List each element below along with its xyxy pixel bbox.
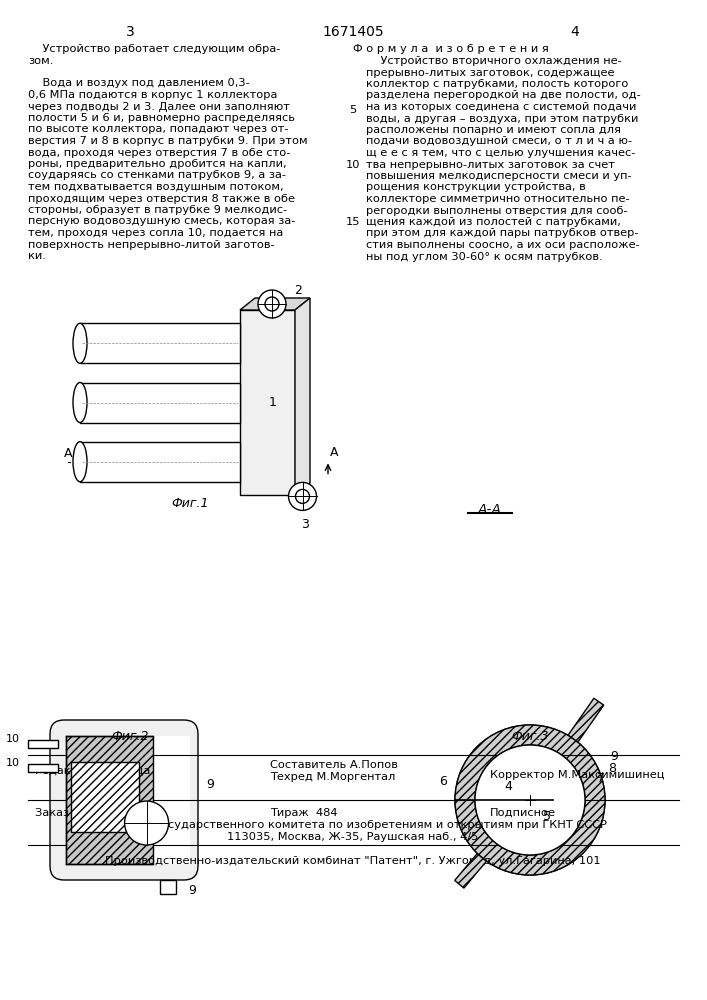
Text: ки.: ки. [28,251,46,261]
Text: 10: 10 [6,734,20,744]
Circle shape [258,290,286,318]
Text: Подписное: Подписное [490,808,556,818]
Text: 4: 4 [504,780,512,793]
Text: А: А [64,447,72,460]
Text: регородки выполнены отверстия для сооб-: регородки выполнены отверстия для сооб- [366,206,628,216]
Text: 3: 3 [302,518,310,531]
Text: Ф о р м у л а  и з о б р е т е н и я: Ф о р м у л а и з о б р е т е н и я [353,44,549,54]
Text: тем подхватывается воздушным потоком,: тем подхватывается воздушным потоком, [28,182,284,192]
FancyBboxPatch shape [50,720,198,880]
Text: Заказ  2789: Заказ 2789 [35,808,105,818]
Ellipse shape [73,442,87,482]
Polygon shape [240,298,310,310]
Bar [66,736,190,864]
Text: 3: 3 [126,25,134,39]
Text: зом.: зом. [28,55,53,66]
Text: верстия 7 и 8 в корпус в патрубки 9. При этом: верстия 7 и 8 в корпус в патрубки 9. При… [28,136,308,146]
Bar [66,736,153,864]
Text: вода, проходя через отверстия 7 в обе сто-: вода, проходя через отверстия 7 в обе ст… [28,147,291,157]
Text: 10: 10 [6,758,20,768]
Text: 9: 9 [206,778,214,790]
Polygon shape [295,298,310,495]
Text: тем, проходя через сопла 10, подается на: тем, проходя через сопла 10, подается на [28,228,284,238]
Bar [240,310,295,495]
Text: воды, а другая – воздуха, при этом патрубки: воды, а другая – воздуха, при этом патру… [366,113,638,123]
Text: ны под углом 30-60° к осям патрубков.: ны под углом 30-60° к осям патрубков. [366,251,602,261]
Text: 113035, Москва, Ж-35, Раушская наб., 4/5: 113035, Москва, Ж-35, Раушская наб., 4/5 [228,832,479,842]
Bar [80,382,240,422]
Bar [80,323,240,363]
Text: поверхность непрерывно-литой заготов-: поверхность непрерывно-литой заготов- [28,239,274,249]
Text: по высоте коллектора, попадают через от-: по высоте коллектора, попадают через от- [28,124,288,134]
Text: Тираж  484: Тираж 484 [270,808,337,818]
Text: Вода и воздух под давлением 0,3-: Вода и воздух под давлением 0,3- [28,79,250,89]
Circle shape [124,801,168,845]
Text: 1: 1 [269,396,276,409]
Text: расположены попарно и имеют сопла для: расположены попарно и имеют сопла для [366,125,621,135]
Text: Устройство работает следующим обра-: Устройство работает следующим обра- [28,44,281,54]
Text: щения каждой из полостей с патрубками,: щения каждой из полостей с патрубками, [366,217,621,227]
Text: Составитель А.Попов: Составитель А.Попов [270,760,398,770]
Text: 9: 9 [188,884,197,896]
Text: 5: 5 [349,105,356,115]
Text: при этом для каждой пары патрубков отвер-: при этом для каждой пары патрубков отвер… [366,229,638,238]
Text: 8: 8 [608,762,616,775]
Text: Фиг.3: Фиг.3 [511,730,549,743]
Text: коллекторе симметрично относительно пе-: коллекторе симметрично относительно пе- [366,194,630,204]
Text: соударяясь со стенками патрубков 9, а за-: соударяясь со стенками патрубков 9, а за… [28,170,286,180]
Text: коллектор с патрубками, полость которого: коллектор с патрубками, полость которого [366,79,629,89]
Circle shape [455,725,605,875]
Text: А: А [330,446,339,458]
Text: 15: 15 [346,217,361,227]
Text: стия выполнены соосно, а их оси расположе-: стия выполнены соосно, а их оси располож… [366,240,640,250]
Text: Редактор Н.Тупица: Редактор Н.Тупица [35,766,151,776]
Bar [28,764,58,772]
Text: А-А: А-А [478,503,502,517]
Ellipse shape [73,382,87,422]
Wedge shape [455,725,605,875]
Text: Устройство вторичного охлаждения не-: Устройство вторичного охлаждения не- [366,56,621,66]
Text: тва непрерывно-литых заготовок за счет: тва непрерывно-литых заготовок за счет [366,159,615,169]
Text: Техред М.Моргентал: Техред М.Моргентал [270,772,395,782]
Text: на из которых соединена с системой подачи: на из которых соединена с системой подач… [366,102,636,112]
Text: Корректор М.Максимишинец: Корректор М.Максимишинец [490,770,665,780]
Text: прерывно-литых заготовок, содержащее: прерывно-литых заготовок, содержащее [366,68,614,78]
Text: Фиг.1: Фиг.1 [171,497,209,510]
Text: разделена перегородкой на две полости, од-: разделена перегородкой на две полости, о… [366,91,641,101]
Text: подачи водовоздушной смеси, о т л и ч а ю-: подачи водовоздушной смеси, о т л и ч а … [366,136,632,146]
Text: стороны, образует в патрубке 9 мелкодис-: стороны, образует в патрубке 9 мелкодис- [28,205,287,215]
Text: щ е е с я тем, что с целью улучшения качес-: щ е е с я тем, что с целью улучшения кач… [366,148,636,158]
Text: роны, предварительно дробится на капли,: роны, предварительно дробится на капли, [28,159,286,169]
Bar [71,762,139,832]
Polygon shape [568,698,604,742]
Circle shape [475,745,585,855]
Text: 6: 6 [439,775,447,788]
Text: проходящим через отверстия 8 также в обе: проходящим через отверстия 8 также в обе [28,194,295,204]
Text: через подводы 2 и 3. Далее они заполняют: через подводы 2 и 3. Далее они заполняют [28,102,290,112]
Bar [28,740,58,748]
Text: рощения конструкции устройства, в: рощения конструкции устройства, в [366,182,586,192]
Text: 9: 9 [610,750,618,763]
Text: 7: 7 [597,772,605,785]
Text: 10: 10 [346,160,361,170]
Text: 0,6 МПа подаются в корпус 1 коллектора: 0,6 МПа подаются в корпус 1 коллектора [28,90,277,100]
Text: Производственно-издательский комбинат "Патент", г. Ужгород, ул.Гагарина, 101: Производственно-издательский комбинат "П… [105,856,601,866]
Text: 2: 2 [294,284,302,296]
Circle shape [288,482,317,510]
Bar [160,880,177,894]
Polygon shape [455,854,486,888]
Text: 4: 4 [571,25,579,39]
Text: повышения мелкодисперсности смеси и уп-: повышения мелкодисперсности смеси и уп- [366,171,631,181]
Bar [80,442,240,482]
Text: 1671405: 1671405 [322,25,384,39]
Ellipse shape [73,323,87,363]
Text: Фиг.2: Фиг.2 [111,730,148,743]
Text: персную водовоздушную смесь, которая за-: персную водовоздушную смесь, которая за- [28,217,296,227]
Text: 5: 5 [542,810,551,823]
Text: ВНИИПИ Государственного комитета по изобретениям и открытиям при ГКНТ СССР: ВНИИПИ Государственного комитета по изоб… [100,820,607,830]
Text: полости 5 и 6 и, равномерно распределяясь: полости 5 и 6 и, равномерно распределяяс… [28,113,295,123]
